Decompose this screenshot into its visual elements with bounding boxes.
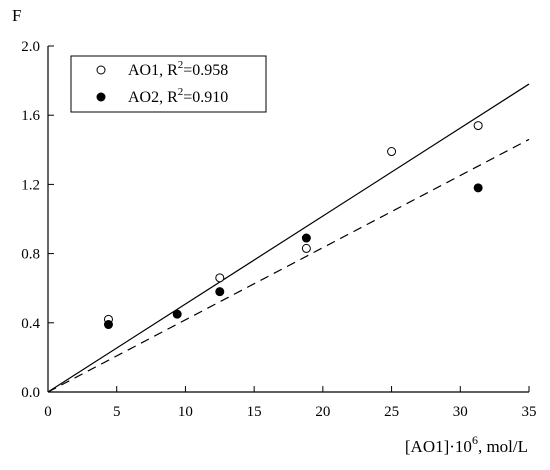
legend: AO1, R2=0.958 AO2, R2=0.910 bbox=[70, 55, 267, 113]
x-tick-label: 5 bbox=[113, 404, 121, 420]
y-tick-label: 2.0 bbox=[21, 39, 40, 55]
x-tick-label: 35 bbox=[522, 404, 537, 420]
data-points bbox=[103, 121, 483, 330]
y-axis-label: F bbox=[12, 6, 21, 25]
data-point-ao1 bbox=[215, 273, 225, 283]
data-point-ao2 bbox=[215, 287, 225, 297]
y-tick-label: 0.0 bbox=[21, 385, 40, 401]
x-tick-label: 20 bbox=[315, 404, 330, 420]
y-tick-label: 0.8 bbox=[21, 247, 40, 263]
data-point-ao2 bbox=[172, 309, 182, 319]
data-point-ao2 bbox=[473, 183, 483, 193]
y-tick-label: 1.2 bbox=[21, 177, 40, 193]
legend-label-ao1-value: =0.958 bbox=[183, 62, 228, 79]
data-point-ao1 bbox=[387, 147, 397, 157]
data-point-ao1 bbox=[301, 243, 311, 253]
legend-label-ao2-name: AO2, R bbox=[128, 89, 178, 106]
x-tick-label: 0 bbox=[44, 404, 52, 420]
legend-label-ao2: AO2, R2=0.910 bbox=[128, 86, 228, 106]
plot-area bbox=[47, 83, 530, 393]
fit-line-ao2 bbox=[47, 138, 530, 393]
data-point-ao2 bbox=[103, 320, 113, 330]
x-tick-label: 10 bbox=[178, 404, 193, 420]
legend-label-ao2-value: =0.910 bbox=[183, 89, 228, 106]
y-tick-label: 1.6 bbox=[21, 108, 40, 124]
legend-label-ao1: AO1, R2=0.958 bbox=[128, 59, 228, 79]
legend-label-ao2-exponent: 2 bbox=[178, 86, 184, 98]
x-axis-label-prefix: [AO1]·10 bbox=[405, 437, 472, 456]
data-point-ao1 bbox=[473, 121, 483, 131]
x-axis-label: [AO1]·106, mol/L bbox=[405, 433, 528, 456]
y-tick-label: 0.4 bbox=[21, 316, 40, 332]
legend-marker-ao2 bbox=[96, 92, 106, 102]
x-axis-label-unit: , mol/L bbox=[478, 437, 528, 456]
legend-label-ao1-name: AO1, R bbox=[128, 62, 178, 79]
y-axis-ticks: 0.0 0.4 0.8 1.2 1.6 2.0 bbox=[21, 39, 54, 401]
x-axis-ticks: 0 5 10 15 20 25 30 35 bbox=[44, 386, 537, 420]
fit-line-ao1 bbox=[47, 83, 530, 393]
x-tick-label: 15 bbox=[247, 404, 262, 420]
x-tick-label: 25 bbox=[384, 404, 399, 420]
legend-label-ao1-exponent: 2 bbox=[178, 59, 184, 71]
x-tick-label: 30 bbox=[453, 404, 468, 420]
legend-marker-ao1 bbox=[96, 65, 106, 75]
fit-lines bbox=[47, 83, 530, 393]
data-point-ao2 bbox=[301, 233, 311, 243]
legend-box bbox=[70, 55, 267, 113]
x-axis-label-exponent: 6 bbox=[472, 433, 478, 447]
